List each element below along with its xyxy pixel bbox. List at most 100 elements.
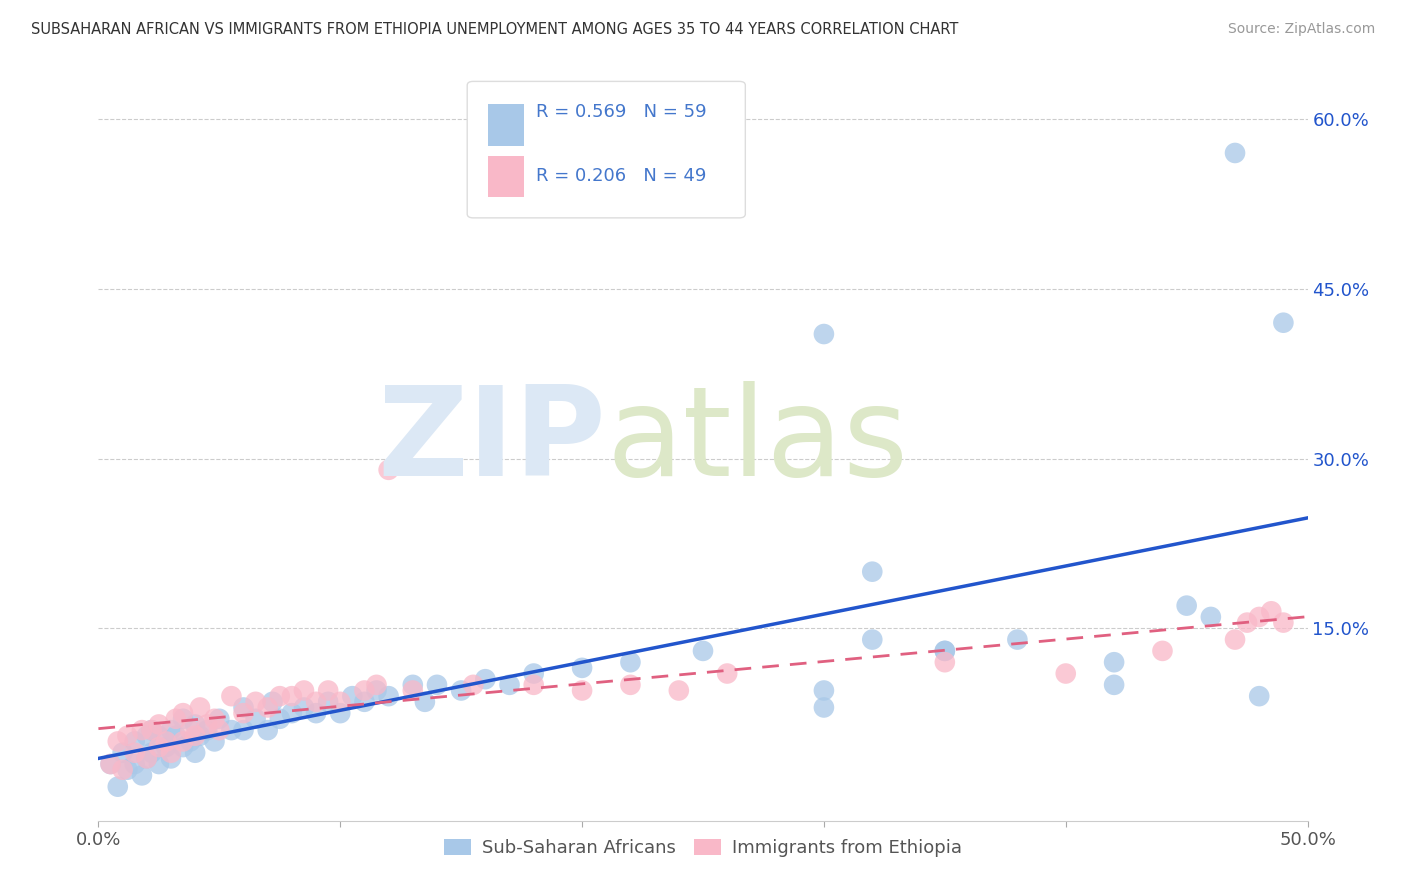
Point — [232, 723, 254, 738]
Point — [148, 757, 170, 772]
Point — [208, 723, 231, 738]
Point — [100, 757, 122, 772]
Point — [860, 565, 883, 579]
Point — [668, 683, 690, 698]
Point — [353, 695, 375, 709]
Point — [281, 706, 304, 720]
Point — [426, 678, 449, 692]
Point — [232, 706, 254, 720]
Point — [160, 723, 183, 738]
Point — [523, 678, 546, 692]
Point — [148, 717, 170, 731]
Point — [124, 757, 146, 772]
Point — [1223, 632, 1246, 647]
Text: R = 0.569   N = 59: R = 0.569 N = 59 — [536, 103, 707, 120]
Point — [1260, 604, 1282, 618]
Point — [305, 695, 328, 709]
Point — [813, 700, 835, 714]
Point — [111, 746, 134, 760]
Point — [353, 683, 375, 698]
Point — [155, 734, 177, 748]
Point — [1102, 655, 1125, 669]
Point — [1223, 145, 1246, 160]
Point — [1272, 615, 1295, 630]
Point — [329, 695, 352, 709]
Point — [450, 683, 472, 698]
Point — [316, 695, 339, 709]
Point — [117, 729, 139, 743]
Point — [860, 632, 883, 647]
Point — [184, 729, 207, 743]
Point — [148, 740, 170, 755]
Point — [262, 695, 284, 709]
Point — [269, 712, 291, 726]
Point — [281, 689, 304, 703]
Point — [221, 723, 243, 738]
Point — [135, 751, 157, 765]
Point — [195, 723, 218, 738]
Point — [934, 655, 956, 669]
Text: SUBSAHARAN AFRICAN VS IMMIGRANTS FROM ETHIOPIA UNEMPLOYMENT AMONG AGES 35 TO 44 : SUBSAHARAN AFRICAN VS IMMIGRANTS FROM ET… — [31, 22, 959, 37]
Point — [292, 700, 315, 714]
Point — [329, 706, 352, 720]
Point — [184, 717, 207, 731]
Point — [195, 717, 218, 731]
Text: Source: ZipAtlas.com: Source: ZipAtlas.com — [1227, 22, 1375, 37]
Point — [1102, 678, 1125, 692]
Point — [188, 700, 211, 714]
Point — [111, 763, 134, 777]
Point — [179, 723, 201, 738]
FancyBboxPatch shape — [467, 81, 745, 218]
Point — [1175, 599, 1198, 613]
Point — [184, 746, 207, 760]
Point — [1249, 610, 1271, 624]
Point — [1199, 610, 1222, 624]
Point — [188, 729, 211, 743]
Point — [692, 644, 714, 658]
Point — [165, 712, 187, 726]
Point — [1236, 615, 1258, 630]
Point — [107, 780, 129, 794]
Point — [165, 729, 187, 743]
Point — [117, 763, 139, 777]
Point — [1249, 689, 1271, 703]
Point — [100, 757, 122, 772]
Point — [523, 666, 546, 681]
Point — [141, 723, 163, 738]
Point — [256, 700, 278, 714]
Point — [813, 683, 835, 698]
Point — [474, 672, 496, 686]
Point — [377, 689, 399, 703]
Point — [402, 678, 425, 692]
Legend: Sub-Saharan Africans, Immigrants from Ethiopia: Sub-Saharan Africans, Immigrants from Et… — [437, 832, 969, 864]
Point — [1152, 644, 1174, 658]
Bar — [488, 156, 524, 197]
Point — [204, 734, 226, 748]
Point — [172, 712, 194, 726]
Point — [292, 683, 315, 698]
Point — [135, 751, 157, 765]
Point — [402, 683, 425, 698]
Point — [316, 683, 339, 698]
Point — [366, 678, 388, 692]
Point — [934, 644, 956, 658]
Point — [934, 644, 956, 658]
Point — [232, 700, 254, 714]
Point — [498, 678, 520, 692]
Point — [172, 734, 194, 748]
Point — [160, 751, 183, 765]
Point — [716, 666, 738, 681]
Point — [131, 723, 153, 738]
Point — [619, 678, 641, 692]
Point — [571, 683, 593, 698]
Text: ZIP: ZIP — [378, 381, 606, 502]
Point — [155, 740, 177, 755]
Point — [1272, 316, 1295, 330]
Point — [413, 695, 436, 709]
Point — [221, 689, 243, 703]
Text: atlas: atlas — [606, 381, 908, 502]
Point — [179, 734, 201, 748]
Point — [160, 746, 183, 760]
Point — [172, 706, 194, 720]
Point — [1054, 666, 1077, 681]
